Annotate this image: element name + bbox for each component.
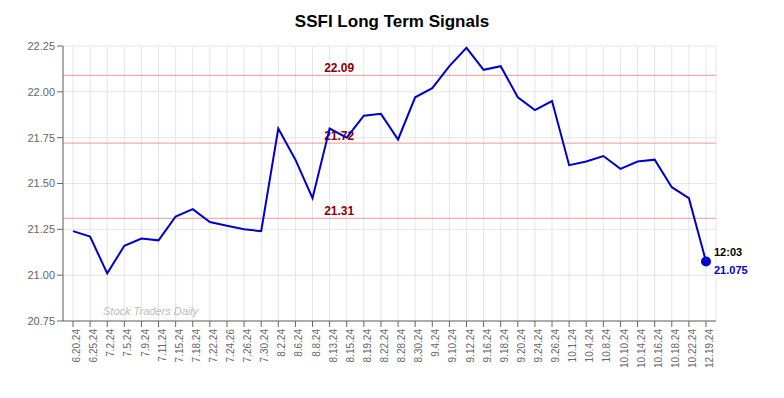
svg-text:7.15.24: 7.15.24 <box>174 329 185 363</box>
html-text:SSFI Long Term Signals: SSFI Long Term Signals <box>294 12 490 31</box>
svg-text:7.24.26: 7.24.26 <box>225 329 236 363</box>
svg-text:10.14.24: 10.14.24 <box>636 329 647 368</box>
svg-text:9.18.24: 9.18.24 <box>499 329 510 363</box>
svg-text:7.11.24: 7.11.24 <box>157 329 168 362</box>
svg-text:10.4.24: 10.4.24 <box>584 329 595 363</box>
svg-text:9.4.24: 9.4.24 <box>430 329 441 357</box>
svg-text:8.15.24: 8.15.24 <box>345 329 356 363</box>
svg-text:7.2.24: 7.2.24 <box>105 329 116 357</box>
svg-text:22.25: 22.25 <box>27 40 55 52</box>
svg-text:9.10.24: 9.10.24 <box>447 329 458 363</box>
svg-text:21.00: 21.00 <box>27 269 55 281</box>
svg-text:21.25: 21.25 <box>27 223 55 235</box>
svg-text:8.28.24: 8.28.24 <box>396 329 407 363</box>
svg-text:21.31: 21.31 <box>324 204 354 218</box>
svg-text:9.20.24: 9.20.24 <box>516 329 527 363</box>
svg-text:8.19.24: 8.19.24 <box>362 329 373 363</box>
svg-text:8.22.24: 8.22.24 <box>379 329 390 363</box>
svg-text:9.26.24: 9.26.24 <box>550 329 561 363</box>
svg-text:7.26.24: 7.26.24 <box>242 329 253 363</box>
svg-text:8.8.24: 8.8.24 <box>311 329 322 357</box>
svg-text:10.22.24: 10.22.24 <box>687 329 698 368</box>
svg-text:6.20.24: 6.20.24 <box>71 329 82 363</box>
svg-text:7.9.24: 7.9.24 <box>140 329 151 357</box>
svg-text:8.30.24: 8.30.24 <box>413 329 424 363</box>
svg-text:9.24.24: 9.24.24 <box>533 329 544 363</box>
svg-text:10.16.24: 10.16.24 <box>653 329 664 368</box>
svg-text:9.12.24: 9.12.24 <box>465 329 476 363</box>
svg-text:12.19.24: 12.19.24 <box>704 329 715 368</box>
svg-text:22.00: 22.00 <box>27 86 55 98</box>
svg-text:Stock Traders Daily: Stock Traders Daily <box>103 305 200 317</box>
svg-text:10.1.24: 10.1.24 <box>567 329 578 363</box>
svg-text:8.6.24: 8.6.24 <box>294 329 305 357</box>
svg-text:20.75: 20.75 <box>27 315 55 327</box>
svg-text:10.18.24: 10.18.24 <box>670 329 681 368</box>
svg-text:8.13.24: 8.13.24 <box>328 329 339 363</box>
svg-text:21.75: 21.75 <box>27 132 55 144</box>
svg-text:7.18.24: 7.18.24 <box>191 329 202 363</box>
svg-text:7.30.24: 7.30.24 <box>259 329 270 363</box>
svg-text:8.2.24: 8.2.24 <box>276 329 287 357</box>
svg-text:9.16.24: 9.16.24 <box>482 329 493 363</box>
svg-text:10.10.24: 10.10.24 <box>619 329 630 368</box>
svg-text:7.22.24: 7.22.24 <box>208 329 219 363</box>
svg-text:7.5.24: 7.5.24 <box>122 329 133 357</box>
svg-text:12:03: 12:03 <box>714 246 742 258</box>
svg-text:21.72: 21.72 <box>324 129 355 144</box>
svg-text:6.25.24: 6.25.24 <box>88 329 99 363</box>
svg-text:21.075: 21.075 <box>714 264 748 276</box>
svg-text:22.09: 22.09 <box>324 61 354 75</box>
svg-text:10.8.24: 10.8.24 <box>601 329 612 363</box>
svg-text:21.50: 21.50 <box>27 177 55 189</box>
